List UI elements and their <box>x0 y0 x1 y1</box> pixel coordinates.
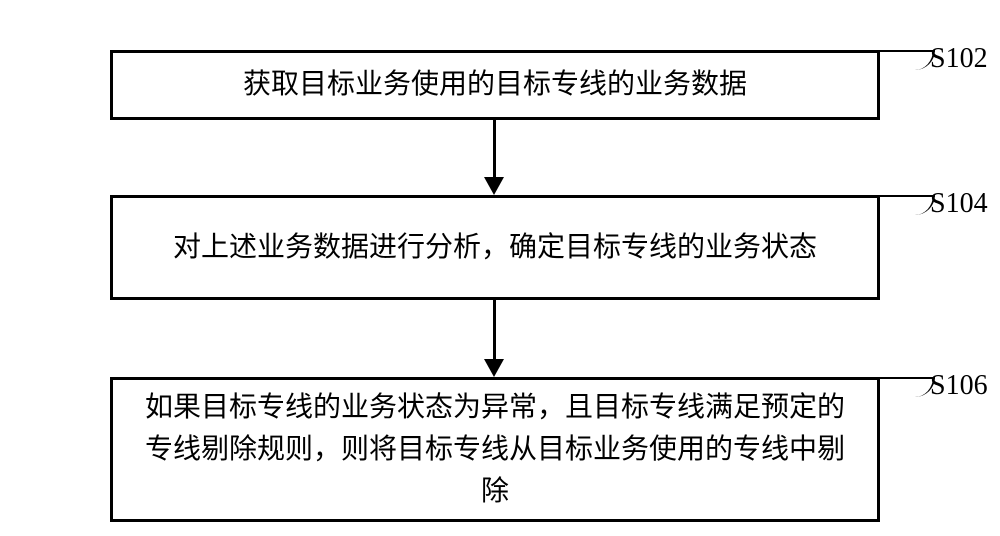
step-label-s102: S102 <box>930 43 988 75</box>
step-box-s102: 获取目标业务使用的目标专线的业务数据 <box>110 50 880 120</box>
arrow-line-2 <box>493 300 496 360</box>
connector-s104 <box>880 195 935 215</box>
step-box-s106: 如果目标专线的业务状态为异常，且目标专线满足预定的专线剔除规则，则将目标专线从目… <box>110 377 880 522</box>
step-text: 对上述业务数据进行分析，确定目标专线的业务状态 <box>173 227 817 269</box>
arrow-head-2 <box>484 359 504 377</box>
step-label-s104: S104 <box>930 188 988 220</box>
connector-s106 <box>880 377 935 397</box>
connector-s102 <box>880 50 935 70</box>
step-text: 如果目标专线的业务状态为异常，且目标专线满足预定的专线剔除规则，则将目标专线从目… <box>133 387 857 513</box>
arrow-head-1 <box>484 177 504 195</box>
step-box-s104: 对上述业务数据进行分析，确定目标专线的业务状态 <box>110 195 880 300</box>
arrow-line-1 <box>493 120 496 178</box>
step-label-s106: S106 <box>930 370 988 402</box>
step-text: 获取目标业务使用的目标专线的业务数据 <box>243 64 747 106</box>
